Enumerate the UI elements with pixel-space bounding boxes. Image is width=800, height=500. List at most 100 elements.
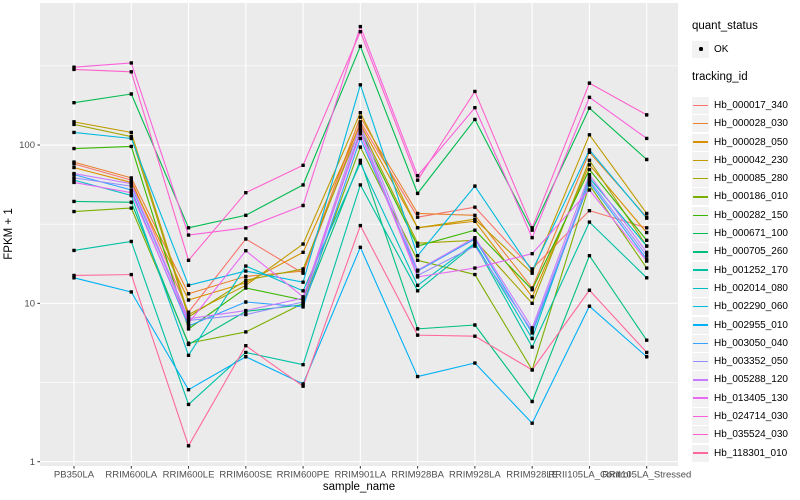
data-point	[186, 283, 191, 288]
data-point	[301, 300, 305, 304]
data-point	[645, 250, 649, 255]
data-point	[587, 288, 592, 292]
legend-color-swatch	[692, 298, 709, 316]
legend-item-label: Hb_003352_050	[714, 356, 788, 368]
data-point	[473, 106, 477, 110]
data-point	[587, 253, 592, 258]
data-point	[415, 333, 420, 337]
legend-color-swatch	[692, 188, 709, 206]
y-tick-label: 100	[19, 140, 35, 151]
data-point	[473, 235, 477, 240]
data-point	[186, 444, 191, 448]
data-point	[186, 233, 191, 237]
data-point	[301, 163, 305, 167]
data-point	[244, 355, 248, 359]
data-point	[301, 183, 305, 187]
legend-color-swatch	[692, 170, 709, 188]
x-tick-label: RRIM928LE	[506, 470, 558, 481]
data-point	[358, 123, 363, 127]
data-point	[244, 274, 248, 279]
data-point	[645, 230, 649, 235]
data-point	[587, 178, 592, 182]
y-axis-title: FPKM + 1	[3, 208, 15, 260]
legend-item-label: Hb_000017_340	[714, 99, 788, 111]
data-point	[301, 362, 305, 367]
data-point	[244, 308, 248, 313]
x-tick-label: RRIM928BA	[391, 470, 444, 481]
data-point	[473, 117, 477, 122]
data-point	[415, 226, 420, 230]
legend-color-swatch	[692, 353, 709, 371]
legend-item-Hb_003050_040: Hb_003050_040	[692, 334, 800, 352]
data-point	[301, 295, 305, 299]
data-point	[244, 249, 248, 253]
x-tick-label: RRIM901LA	[334, 470, 386, 481]
data-point	[587, 220, 592, 224]
data-point	[358, 145, 363, 149]
data-point	[415, 241, 420, 245]
legend-item-label: Hb_002955_010	[714, 319, 788, 331]
data-point	[301, 289, 305, 293]
data-point	[473, 213, 477, 217]
data-point	[129, 239, 133, 244]
data-point	[587, 188, 592, 192]
data-point	[530, 399, 534, 404]
legend-item-Hb_003352_050: Hb_003352_050	[692, 352, 800, 371]
data-point	[473, 217, 477, 221]
data-point	[473, 241, 477, 245]
legend-item-Hb_002290_060: Hb_002290_060	[692, 298, 800, 316]
data-point	[358, 223, 363, 228]
legend-item-Hb_000017_340: Hb_000017_340	[692, 96, 800, 114]
data-point	[129, 200, 133, 204]
x-tick-label: RRIM600PE	[277, 470, 330, 481]
legend-title-quant-status: quant_status	[692, 20, 758, 32]
legend-item-Hb_002014_080: Hb_002014_080	[692, 279, 800, 297]
data-point	[186, 292, 191, 296]
legend-item-Hb_000282_150: Hb_000282_150	[692, 206, 800, 224]
data-point	[72, 171, 76, 176]
data-point	[415, 374, 420, 379]
data-point	[473, 205, 477, 209]
data-point	[415, 244, 420, 248]
data-point	[358, 127, 363, 132]
legend-item-Hb_000028_030: Hb_000028_030	[692, 115, 800, 133]
legend-item-label: Hb_000705_260	[714, 246, 788, 258]
data-point	[645, 276, 649, 280]
data-point	[301, 280, 305, 284]
legend-color-swatch	[692, 96, 709, 114]
data-point	[645, 113, 649, 117]
data-point	[244, 269, 248, 273]
data-point	[415, 191, 420, 196]
data-point	[645, 355, 649, 359]
data-point	[587, 158, 592, 163]
data-point	[301, 267, 305, 271]
legend-item-label: Hb_003050_040	[714, 337, 788, 349]
y-tick-label: 1	[30, 457, 35, 468]
legend-item-label: Hb_035524_030	[714, 429, 788, 441]
legend-item-Hb_013405_130: Hb_013405_130	[692, 389, 800, 407]
data-point	[186, 226, 191, 230]
data-point	[530, 287, 534, 292]
data-point	[587, 172, 592, 177]
data-point	[358, 245, 363, 249]
data-point	[129, 181, 133, 186]
data-point	[473, 89, 477, 94]
data-point	[244, 190, 248, 195]
data-point	[129, 144, 133, 149]
data-point	[473, 323, 477, 327]
legend-color-swatch	[692, 444, 709, 462]
legend-color-swatch	[692, 316, 709, 334]
data-point	[244, 286, 248, 290]
data-point	[72, 273, 76, 278]
data-point	[415, 211, 420, 216]
data-point	[530, 295, 534, 299]
data-point	[72, 209, 76, 214]
legend-item-Hb_001252_170: Hb_001252_170	[692, 261, 800, 279]
data-point	[244, 283, 248, 288]
data-point	[244, 213, 248, 217]
data-point	[72, 122, 76, 127]
legend-item-Hb_005288_120: Hb_005288_120	[692, 371, 800, 389]
ok-point-icon	[692, 40, 709, 58]
legend-item-label: Hb_118301_010	[714, 447, 788, 459]
x-tick-label: RRIM600SE	[219, 470, 272, 481]
